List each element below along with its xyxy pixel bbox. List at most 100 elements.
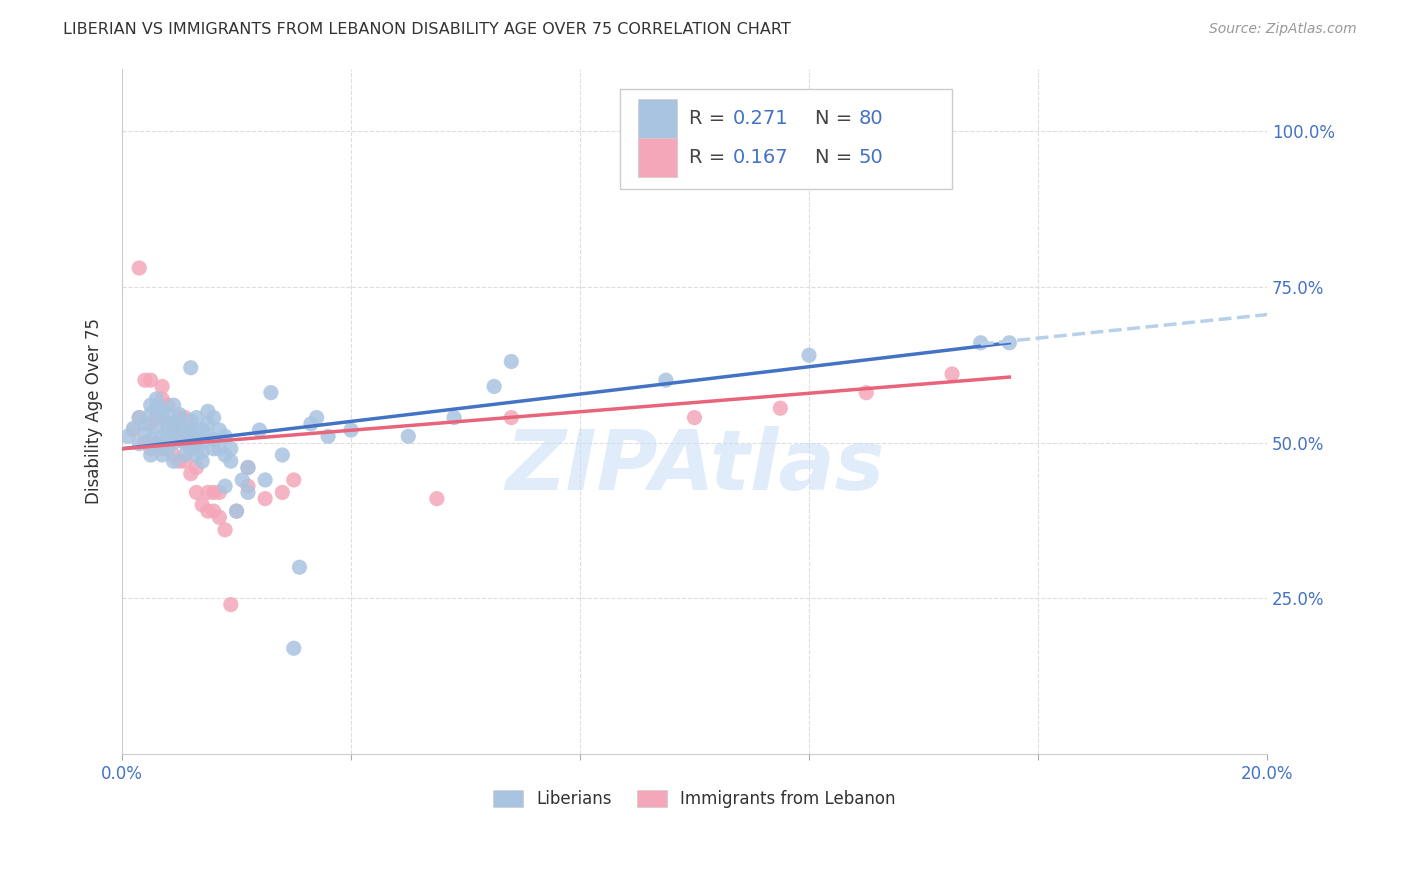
Point [180, 426, 202, 441]
Y-axis label: Disability Age Over 75: Disability Age Over 75 [86, 318, 103, 504]
Point [145, 392, 167, 406]
Point [197, 485, 219, 500]
Point [150, 448, 173, 462]
Point [174, 423, 197, 437]
Point [150, 429, 173, 443]
Point [162, 448, 184, 462]
Point [970, 335, 993, 350]
Point [396, 429, 419, 443]
Point [169, 429, 191, 443]
Point [288, 560, 311, 574]
Point [202, 433, 225, 447]
Text: R =: R = [689, 109, 731, 128]
Point [283, 473, 305, 487]
Point [128, 410, 150, 425]
Point [162, 417, 184, 431]
Point [197, 404, 219, 418]
Point [150, 410, 173, 425]
Point [174, 454, 197, 468]
Point [260, 385, 283, 400]
Point [128, 437, 150, 451]
Point [162, 423, 184, 437]
Point [156, 408, 179, 422]
Text: Source: ZipAtlas.com: Source: ZipAtlas.com [1209, 22, 1357, 37]
Point [186, 460, 208, 475]
Point [482, 379, 505, 393]
Point [169, 454, 191, 468]
Point [169, 417, 191, 431]
Point [249, 423, 271, 437]
Point [231, 473, 253, 487]
Point [186, 435, 208, 450]
Point [186, 448, 208, 462]
Point [145, 420, 167, 434]
Point [501, 410, 523, 425]
Point [180, 423, 202, 437]
Point [855, 385, 877, 400]
Point [145, 401, 167, 416]
Point [941, 367, 963, 381]
Point [122, 421, 145, 435]
Point [202, 442, 225, 456]
Text: ZIPAtlas: ZIPAtlas [505, 425, 884, 507]
Point [426, 491, 449, 506]
Text: LIBERIAN VS IMMIGRANTS FROM LEBANON DISABILITY AGE OVER 75 CORRELATION CHART: LIBERIAN VS IMMIGRANTS FROM LEBANON DISA… [63, 22, 792, 37]
Point [316, 429, 339, 443]
Point [150, 392, 173, 406]
Text: 0.271: 0.271 [733, 109, 787, 128]
Point [122, 423, 145, 437]
Point [139, 442, 162, 456]
Text: 0.167: 0.167 [733, 148, 787, 167]
Point [214, 479, 236, 493]
Point [139, 408, 162, 422]
Point [150, 442, 173, 456]
Point [219, 442, 242, 456]
Point [180, 442, 202, 456]
Point [180, 439, 202, 453]
Point [191, 445, 214, 459]
Point [214, 523, 236, 537]
Point [191, 454, 214, 468]
Point [186, 410, 208, 425]
Point [443, 410, 465, 425]
Point [208, 485, 231, 500]
Point [208, 510, 231, 524]
Point [162, 398, 184, 412]
Point [299, 417, 322, 431]
Point [169, 408, 191, 422]
Point [150, 401, 173, 416]
Point [225, 504, 247, 518]
Point [208, 423, 231, 437]
Point [202, 485, 225, 500]
Point [145, 435, 167, 450]
Point [186, 485, 208, 500]
Point [254, 473, 277, 487]
Point [134, 426, 156, 441]
Point [214, 448, 236, 462]
Point [191, 423, 214, 437]
Point [271, 448, 294, 462]
Point [236, 485, 259, 500]
Point [139, 433, 162, 447]
Point [180, 414, 202, 428]
Point [139, 373, 162, 387]
Point [219, 454, 242, 468]
FancyBboxPatch shape [638, 99, 678, 137]
Point [134, 417, 156, 431]
Point [156, 442, 179, 456]
Point [156, 420, 179, 434]
Point [169, 429, 191, 443]
Point [340, 423, 363, 437]
Point [236, 479, 259, 493]
Point [150, 379, 173, 393]
Point [139, 398, 162, 412]
Point [145, 410, 167, 425]
Point [174, 448, 197, 462]
Point [186, 423, 208, 437]
Point [162, 454, 184, 468]
FancyBboxPatch shape [620, 89, 952, 188]
Point [180, 360, 202, 375]
Point [236, 460, 259, 475]
Point [202, 504, 225, 518]
Point [134, 435, 156, 450]
